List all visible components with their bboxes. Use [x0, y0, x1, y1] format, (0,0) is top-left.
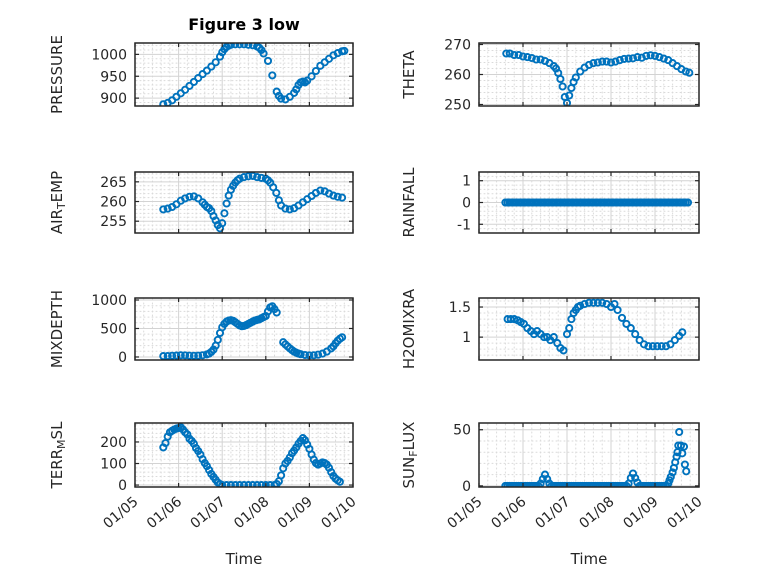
svg-text:01/08: 01/08: [231, 494, 272, 532]
y-tick-labels: 900 950 1000: [91, 47, 127, 107]
y-axis-label: THETA: [400, 50, 418, 100]
y-tick-labels: 250 260 270: [444, 38, 471, 114]
svg-text:01/09: 01/09: [620, 494, 661, 532]
svg-text:01/06: 01/06: [144, 494, 185, 532]
svg-text:01/07: 01/07: [188, 494, 229, 532]
figure-title: Figure 3 low: [188, 15, 300, 34]
axes-box: [478, 42, 700, 107]
y-axis-label: TERRMSL: [48, 421, 68, 490]
svg-text:01/08: 01/08: [576, 494, 617, 532]
svg-text:950: 950: [100, 69, 127, 85]
subplot-sun-flux: 0 50 SUNFLUX 01/05 01/06 01/07 01/08 01/09 01/10…: [400, 422, 706, 568]
major-grid: [479, 298, 699, 360]
y-tick-labels: -1 0 1: [457, 174, 471, 234]
minor-grid: [135, 43, 353, 106]
svg-text:0: 0: [462, 479, 471, 495]
y-tick-labels: 0 50: [453, 423, 471, 495]
svg-text:200: 200: [100, 435, 127, 451]
minor-grid: [479, 298, 699, 360]
y-tick-labels: 0 500 1000: [91, 293, 127, 366]
svg-text:50: 50: [453, 423, 471, 439]
svg-text:01/05: 01/05: [100, 494, 141, 532]
y-tick-labels: 255 260 265: [100, 175, 127, 230]
tick-marks: [478, 423, 700, 487]
svg-text:01/09: 01/09: [275, 494, 316, 532]
svg-text:1.5: 1.5: [449, 300, 471, 316]
svg-text:500: 500: [100, 321, 127, 337]
svg-text:1000: 1000: [91, 293, 127, 309]
axes-box: [134, 42, 354, 107]
x-axis-label: Time: [225, 550, 263, 568]
data-series-pressure: [159, 43, 349, 106]
subplot-rainfall: -1 0 1 RAINFALL: [400, 167, 700, 238]
svg-text:260: 260: [444, 68, 471, 84]
y-axis-label: H2OMIXRA: [400, 288, 418, 369]
y-axis-label: MIXDEPTH: [48, 290, 66, 368]
data-series-h2omixra: [503, 298, 687, 355]
svg-text:01/05: 01/05: [444, 494, 485, 532]
axes-box: [478, 171, 700, 234]
y-tick-labels: 11.5: [449, 300, 471, 346]
axes-box: [134, 297, 354, 361]
data-series-sun-flux: [501, 427, 691, 487]
data-series-rainfall: [501, 198, 693, 207]
minor-grid: [479, 43, 699, 106]
axes-box: [134, 171, 354, 234]
y-axis-label: RAINFALL: [400, 167, 418, 238]
svg-text:1: 1: [462, 174, 471, 190]
data-series-mixdepth: [159, 302, 347, 360]
subplot-pressure: 900 950 1000 PRESSURE: [48, 35, 354, 114]
svg-text:0: 0: [462, 196, 471, 212]
y-tick-labels: 0 100 200: [100, 435, 127, 494]
subplot-air-temp: 255 260 265 AIRTEMP: [48, 171, 354, 234]
svg-text:01/06: 01/06: [488, 494, 529, 532]
svg-text:250: 250: [444, 98, 471, 114]
minor-grid: [479, 423, 699, 487]
svg-text:01/07: 01/07: [532, 494, 573, 532]
svg-text:265: 265: [100, 175, 127, 191]
svg-text:255: 255: [100, 214, 127, 230]
svg-text:01/10: 01/10: [318, 494, 359, 532]
tick-marks: [134, 43, 354, 106]
axes-box: [478, 297, 700, 361]
svg-text:1000: 1000: [91, 47, 127, 63]
x-tick-labels: 01/05 01/06 01/07 01/08 01/09 01/10: [100, 494, 359, 532]
svg-text:900: 900: [100, 91, 127, 107]
y-axis-label: PRESSURE: [48, 35, 66, 114]
svg-text:1: 1: [462, 330, 471, 346]
subplot-mixdepth: 0 500 1000 MIXDEPTH: [48, 290, 354, 368]
major-grid: [135, 43, 353, 106]
axes-box: [134, 422, 354, 488]
subplot-theta: 250 260 270 THETA: [400, 38, 700, 114]
x-axis-label: Time: [570, 550, 608, 568]
data-series-theta: [502, 49, 694, 106]
axes-box: [478, 422, 700, 488]
svg-text:270: 270: [444, 38, 471, 54]
y-axis-label: SUNFLUX: [400, 422, 420, 489]
data-series-air-temp: [159, 172, 347, 233]
major-grid: [479, 423, 699, 487]
svg-text:0: 0: [118, 478, 127, 494]
x-tick-labels: 01/05 01/06 01/07 01/08 01/09 01/10: [444, 494, 705, 532]
minor-grid: [135, 298, 353, 360]
svg-text:260: 260: [100, 195, 127, 211]
svg-text:0: 0: [118, 350, 127, 366]
svg-text:-1: -1: [457, 217, 471, 233]
y-axis-label: AIRTEMP: [48, 171, 68, 234]
data-series-terr-msl: [159, 423, 344, 487]
svg-text:01/10: 01/10: [664, 494, 705, 532]
svg-text:100: 100: [100, 457, 127, 473]
